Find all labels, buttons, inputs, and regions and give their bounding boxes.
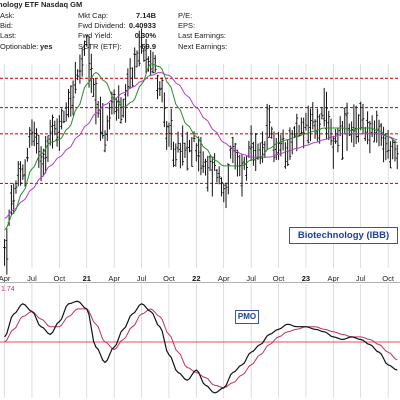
short-moving-average <box>4 63 398 231</box>
price-x-tick-label: Apr <box>218 274 230 282</box>
price-x-tick-label: 21 <box>83 274 91 282</box>
optionable-label: Optionable: <box>0 42 39 51</box>
pmo-signal-line <box>4 308 398 389</box>
pmo-panel: 1.74 <box>0 282 400 398</box>
sctr-value: 59.9 <box>141 42 156 51</box>
ibb-legend: Biotechnology (IBB) <box>289 227 398 244</box>
price-x-tick-label: Jul <box>27 274 37 282</box>
price-x-tick-label: Oct <box>54 274 67 282</box>
price-x-tick-label: Apr <box>108 274 120 282</box>
fwd-dividend-value: 0.40933 <box>128 21 156 30</box>
mkt-cap-value: 7.14B <box>135 11 156 20</box>
price-x-tick-label: Oct <box>273 274 286 282</box>
last-earnings-label: Last Earnings: <box>178 31 226 40</box>
price-x-tick-label: Jul <box>356 274 366 282</box>
pe-label: P/E: <box>178 11 193 20</box>
fwd-dividend-label: Fwd Dividend: <box>78 21 126 30</box>
price-x-tick-label: Oct <box>163 274 176 282</box>
long-moving-average <box>4 71 398 219</box>
last-label: Last: <box>0 31 17 40</box>
price-x-tick-label: Apr <box>327 274 339 282</box>
mkt-cap-label: Mkt Cap: <box>78 11 109 20</box>
pmo-line <box>4 300 398 394</box>
exchange-label: Nasdaq GM <box>40 0 83 9</box>
chart-title: nology ETF Nasdaq GM <box>0 0 83 9</box>
price-x-tick-label: Jul <box>137 274 147 282</box>
pmo-legend: PMO <box>235 310 259 324</box>
fwd-yield-value: 0.30% <box>134 31 156 40</box>
price-x-tick-label: Oct <box>382 274 395 282</box>
price-x-tick-label: 23 <box>302 274 310 282</box>
price-x-tick-label: 22 <box>192 274 200 282</box>
fwd-yield-label: Fwd Yield: <box>78 31 113 40</box>
optionable-value: yes <box>40 42 53 51</box>
price-x-tick-label: Apr <box>0 274 11 282</box>
sctr-label: SCTR (ETF): <box>78 42 122 51</box>
next-earnings-label: Next Earnings: <box>178 42 228 51</box>
bid-label: Bid: <box>0 21 13 30</box>
price-x-tick-label: Jul <box>246 274 256 282</box>
pmo-value-label: 1.74 <box>1 286 15 293</box>
eps-label: EPS: <box>178 21 196 30</box>
ask-label: Ask: <box>0 11 15 20</box>
price-panel: Apr Jul Oct 21 Apr Jul Oct 22 Apr Jul Oct 23 Apr Jul O… <box>0 28 400 282</box>
